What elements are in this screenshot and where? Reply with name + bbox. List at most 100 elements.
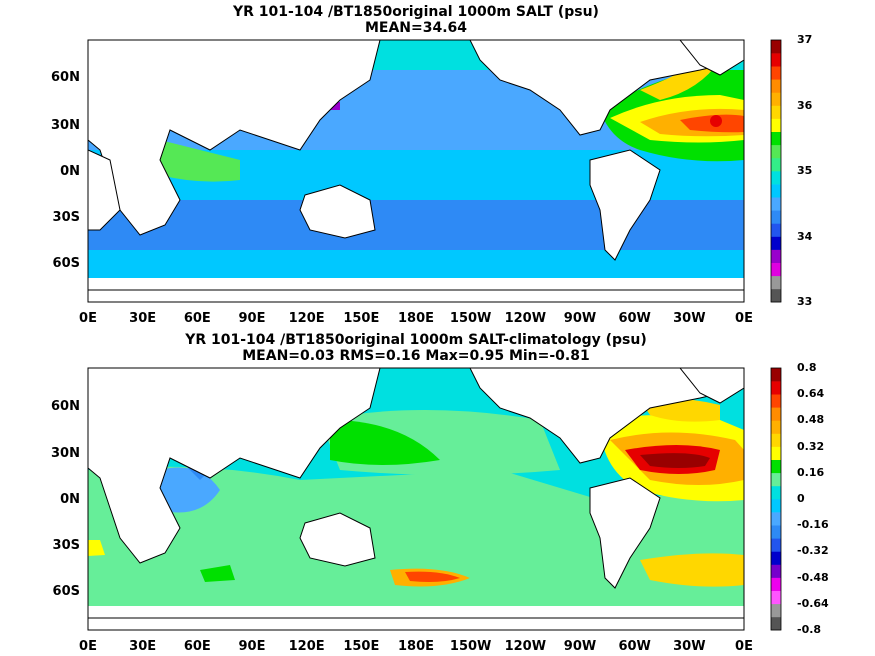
map2-lat-0n: 0N [60,492,80,507]
colorbar-tick-label: -0.16 [797,518,829,532]
colorbar-swatch [771,249,781,263]
map2-lon-label: 90E [238,639,266,654]
colorbar-swatch [771,157,781,172]
colorbar-swatch [771,262,781,277]
map1-lon-label: 30E [129,311,157,326]
map2-lon-label: 150E [343,639,380,654]
colorbar-swatch [771,590,781,605]
colorbar-swatch [771,616,781,631]
map1-frame [87,39,745,303]
panel1-subtitle: MEAN=34.64 [364,20,468,36]
panel2-subtitle: MEAN=0.03 RMS=0.16 Max=0.95 Min=-0.81 [242,348,590,364]
colorbar-swatch [771,105,781,119]
colorbar-tick-label: -0.32 [797,544,829,558]
colorbar-swatch [771,144,781,159]
map2-lon-label: 120W [504,639,547,654]
colorbar-swatch [771,564,781,578]
panel1-title: YR 101-104 /BT1850original 1000m SALT (p… [233,4,599,20]
map2-lon-label: 120E [288,639,325,654]
colorbar-swatch [771,236,781,250]
map2-lat-30s: 30S [52,538,80,553]
map2-lon-label: 60E [183,639,211,654]
colorbar-swatch [771,197,781,211]
map1-lon-label: 180E [397,311,435,326]
colorbar-swatch [771,603,781,618]
colorbar-swatch [771,288,781,303]
colorbar-swatch [771,40,781,54]
map1-lon-label: 150E [343,311,380,326]
colorbar-tick-label: 0.64 [797,387,825,401]
colorbar-swatch [771,171,781,185]
map1-land [88,40,744,302]
colorbar-swatch [771,433,781,447]
colorbar-swatch [771,577,781,591]
map1-lon-label: 120E [288,311,325,326]
colorbar-tick-label: 0.48 [797,413,825,427]
colorbar-swatch [771,446,781,460]
colorbar-swatch [771,525,781,539]
colorbar-swatch [771,485,781,500]
colorbar-swatch [771,512,781,526]
map2-lat-60n: 60N [51,399,80,414]
colorbar-swatch [771,368,781,382]
colorbar-swatch [771,210,781,224]
map1-lon-label: 0E [735,311,753,326]
colorbar-tick-label: -0.8 [797,623,822,636]
map1-lon-label: 30W [673,311,706,326]
map1-lon-label: 150W [449,311,492,326]
colorbar-swatch [771,551,781,565]
map2-lat-60s: 60S [52,584,80,599]
map2-lon-label: 60W [618,639,651,654]
colorbar-swatch [771,66,781,80]
colorbar-swatch [771,223,781,237]
map2-lon-label: 30W [673,639,706,654]
panel2-title: YR 101-104 /BT1850original 1000m SALT-cl… [185,332,647,348]
colorbar-swatch [771,472,781,487]
map1-lon-label: 90E [238,311,266,326]
map1-lon-label: 90W [563,311,597,326]
colorbar-tick-label: -0.48 [797,570,829,584]
colorbar-swatch [771,79,781,93]
colorbar-tick-label: 36 [797,98,813,112]
colorbar-swatch [771,184,781,198]
colorbar-tick-label: 34 [797,229,813,243]
map1-lat-60n: 60N [51,70,80,85]
map2-frame [87,367,745,631]
colorbar-swatch [771,53,781,67]
map1-lat-30n: 30N [51,118,80,133]
colorbar-swatch [771,131,781,146]
colorbar-tick-label: 0 [797,492,805,505]
map1-lat-60s: 60S [52,256,80,271]
colorbar2 [771,368,781,631]
colorbar-tick-label: 0.32 [797,439,825,453]
map2-lon-label: 180E [397,639,435,654]
colorbar-swatch [771,381,781,395]
colorbar-swatch [771,459,781,474]
map2-land [88,368,744,630]
map2-lon-label: 0E [735,639,753,654]
map2-lon-label: 90W [563,639,597,654]
colorbar-swatch [771,275,781,290]
map1-lat-0n: 0N [60,164,80,179]
colorbar-swatch [771,420,781,434]
colorbar-tick-label: -0.64 [797,596,829,610]
map1-lat-30s: 30S [52,210,80,225]
colorbar-swatch [771,538,781,552]
colorbar-tick-label: 0.8 [797,361,817,374]
colorbar-swatch [771,118,781,132]
map1-lon-label: 60W [618,311,651,326]
colorbar-tick-label: 37 [797,33,813,46]
colorbar-tick-label: 35 [797,164,813,177]
colorbar-swatch [771,394,781,408]
colorbar-swatch [771,499,781,513]
map2-lon-label: 150W [449,639,492,654]
map2-lon-label: 30E [129,639,157,654]
colorbar-swatch [771,407,781,421]
colorbar-tick-label: 33 [797,295,813,308]
map2-lat-30n: 30N [51,446,80,461]
map1-lon-label: 120W [504,311,547,326]
map2-lon-label: 0E [79,639,97,654]
map1-lon-label: 60E [183,311,211,326]
colorbar-swatch [771,92,781,106]
